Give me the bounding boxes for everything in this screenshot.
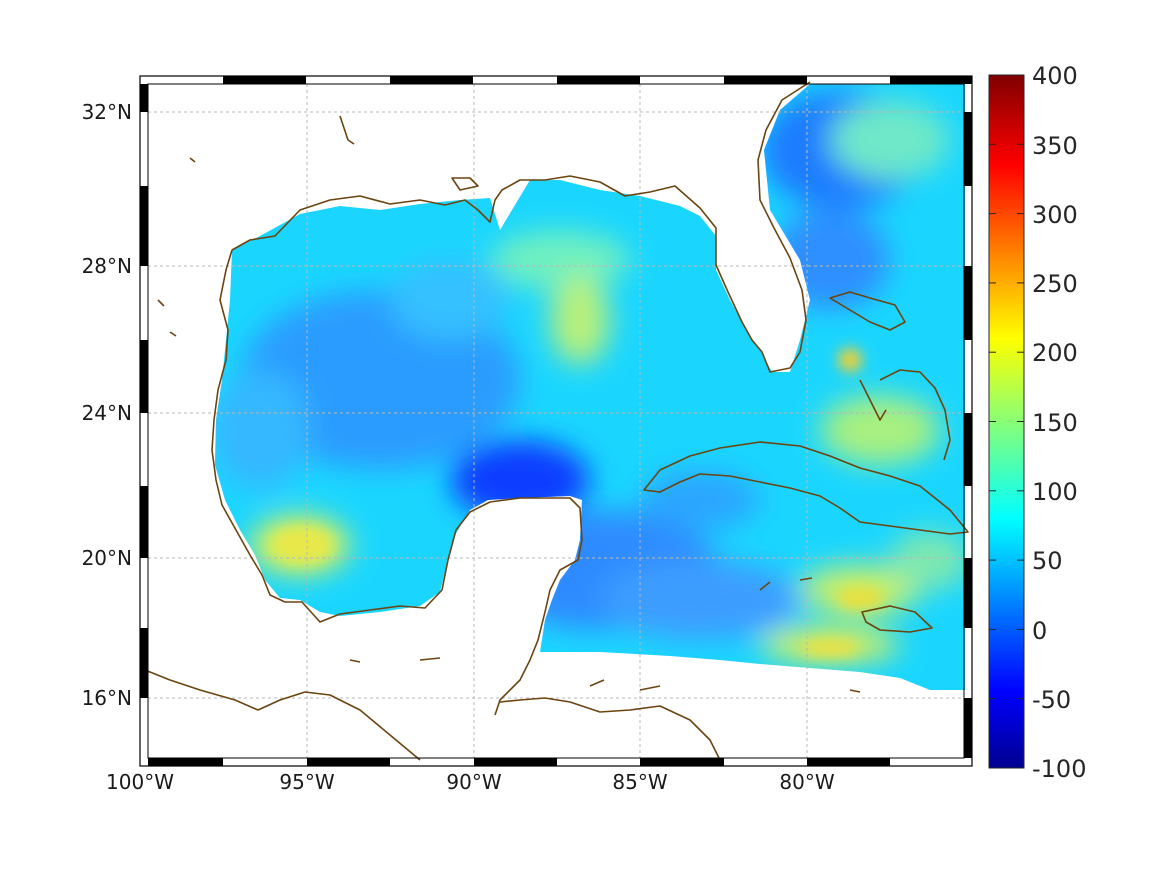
lat-label: 16°N [82, 686, 132, 710]
coastlines [139, 81, 969, 761]
lon-label: 80°W [779, 770, 834, 794]
lon-label: 85°W [612, 770, 667, 794]
colorbar-tick-label: 350 [1032, 132, 1078, 160]
colorbar-tick-label: 400 [1032, 62, 1078, 90]
latitude-labels: 32°N 28°N 24°N 20°N 16°N [82, 100, 132, 710]
colorbar-tick-label: 200 [1032, 339, 1078, 367]
colorbar-tick-label: 50 [1032, 547, 1063, 575]
map-frame [139, 75, 973, 767]
lat-label: 28°N [82, 254, 132, 278]
lon-label: 100°W [106, 770, 174, 794]
colorbar-tick-label: -100 [1032, 755, 1086, 783]
colorbar-tick-label: 100 [1032, 478, 1078, 506]
lat-label: 32°N [82, 100, 132, 124]
lon-label: 95°W [279, 770, 334, 794]
lat-label: 24°N [82, 401, 132, 425]
colorbar-tick-label: 250 [1032, 270, 1078, 298]
colorbar-tick-label: 0 [1032, 617, 1047, 645]
colorbar-tick-label: 150 [1032, 409, 1078, 437]
colorbar-tick-label: 300 [1032, 201, 1078, 229]
lon-label: 90°W [446, 770, 501, 794]
data-field [215, 84, 965, 690]
gridlines [148, 84, 964, 758]
lat-label: 20°N [82, 546, 132, 570]
longitude-labels: 100°W 95°W 90°W 85°W 80°W [106, 770, 835, 794]
colorbar: 400 350 300 250 200 150 100 50 0 -50 -10… [988, 62, 1086, 783]
colorbar-tick-label: -50 [1032, 686, 1071, 714]
